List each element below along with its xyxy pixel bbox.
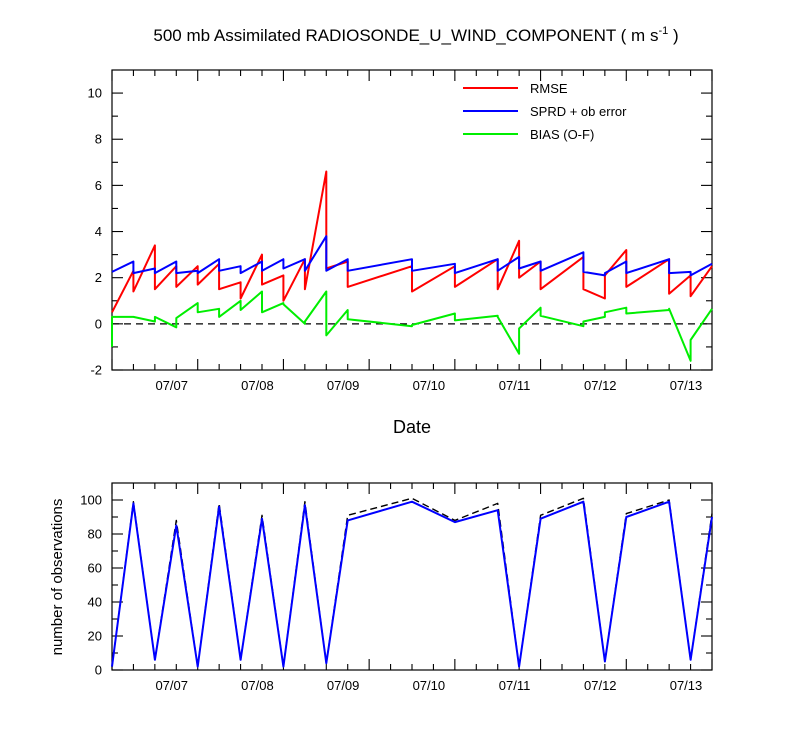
legend: RMSE SPRD + ob error BIAS (O-F) xyxy=(463,81,627,142)
y-axis-title-observations: number of observations xyxy=(49,499,66,656)
y-tick-label: 100 xyxy=(80,493,102,508)
legend-label-bias: BIAS (O-F) xyxy=(530,127,594,142)
series-line-bias-o-f xyxy=(111,290,713,362)
x-tick-label: 07/12 xyxy=(584,378,617,393)
x-tick-label: 07/12 xyxy=(584,678,617,693)
bottom-plot: 07/07 07/08 07/09 07/10 07/11 07/12 07/13 0 20 40… xyxy=(49,482,713,693)
x-tick-label: 07/10 xyxy=(413,678,446,693)
y-tick-label: 40 xyxy=(88,595,102,610)
y-tick-label: 10 xyxy=(88,86,102,101)
series-line-sprd-ob-error xyxy=(111,235,713,277)
y-tick-label: 4 xyxy=(95,224,102,239)
y-tick-label: 80 xyxy=(88,527,102,542)
y-tick-label: 0 xyxy=(95,663,102,678)
x-tick-label: 07/07 xyxy=(155,678,188,693)
y-tick-label: -2 xyxy=(90,363,102,378)
x-tick-label: 07/11 xyxy=(499,678,531,693)
x-tick-label: 07/11 xyxy=(499,378,531,393)
y-tick-label: 6 xyxy=(95,178,102,193)
x-tick-label: 07/09 xyxy=(327,678,360,693)
x-tick-label: 07/10 xyxy=(413,378,446,393)
legend-label-rmse: RMSE xyxy=(530,81,568,96)
y-tick-label: 0 xyxy=(95,316,102,331)
legend-label-sprd: SPRD + ob error xyxy=(530,104,627,119)
x-tick-label: 07/08 xyxy=(241,678,274,693)
y-tick-label: 20 xyxy=(88,629,102,644)
x-tick-label: 07/13 xyxy=(670,678,703,693)
top-plot: 07/07 07/08 07/09 07/10 07/11 07/12 07/13 -2 0 2 4… xyxy=(88,69,713,437)
x-axis-title: Date xyxy=(393,417,431,437)
series-line-assimilated-observations xyxy=(111,500,713,668)
chart-title: 500 mb Assimilated RADIOSONDE_U_WIND_COM… xyxy=(153,25,678,45)
x-tick-label: 07/07 xyxy=(155,378,188,393)
y-tick-label: 8 xyxy=(95,132,102,147)
x-tick-label: 07/08 xyxy=(241,378,274,393)
y-tick-label: 2 xyxy=(95,270,102,285)
x-tick-label: 07/13 xyxy=(670,378,703,393)
y-tick-label: 60 xyxy=(88,561,102,576)
series-line-rmse xyxy=(111,170,713,313)
x-tick-label: 07/09 xyxy=(327,378,360,393)
